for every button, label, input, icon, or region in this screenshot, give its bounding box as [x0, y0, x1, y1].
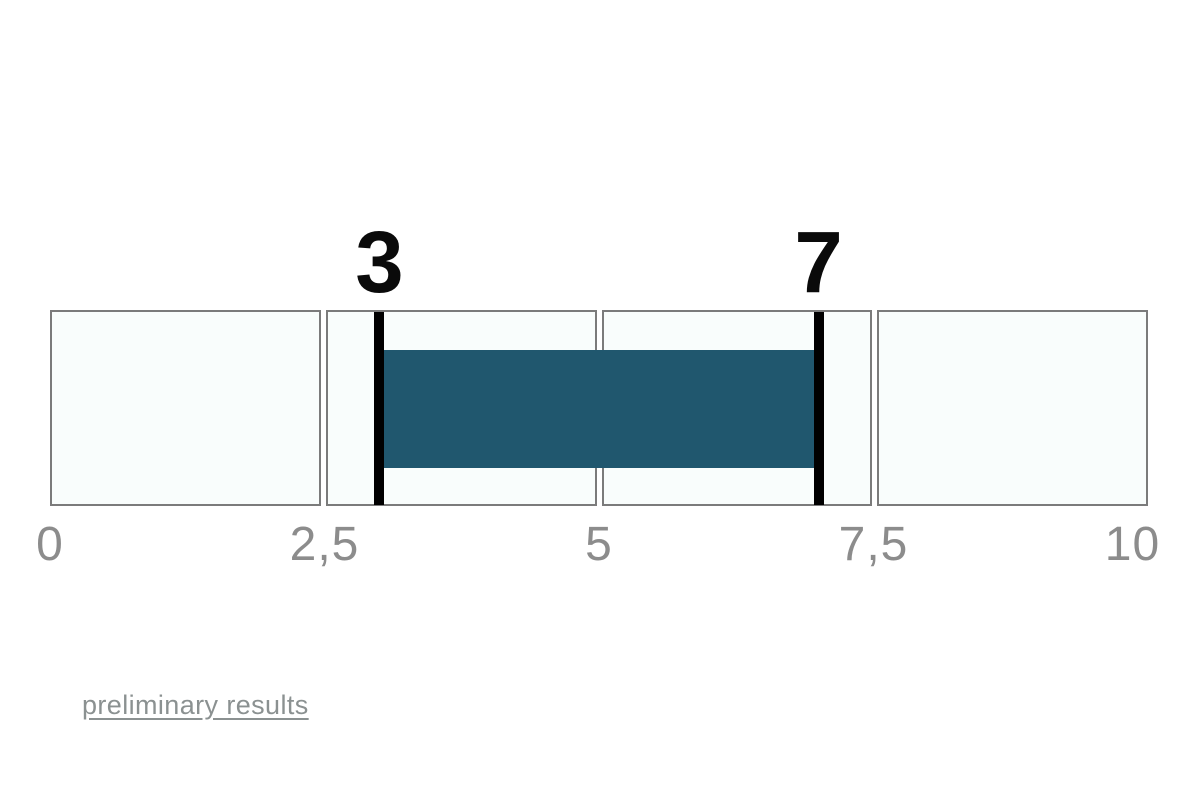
axis-tick-label-2-5: 2,5 — [289, 518, 360, 571]
preliminary-results-link[interactable]: preliminary results — [82, 690, 309, 720]
axis-tick-label-10: 10 — [1104, 518, 1161, 571]
range-value-labels: 3 7 — [50, 0, 1148, 306]
range-high-marker — [813, 312, 824, 505]
axis-tick-label-7-5: 7,5 — [838, 518, 909, 571]
axis-tick-label-0: 0 — [36, 518, 64, 571]
range-low-value-label: 3 — [355, 214, 404, 311]
range-low-marker — [374, 312, 385, 505]
axis-tick-labels: 0 2,5 5 7,5 10 — [36, 518, 1159, 591]
range-bar — [379, 350, 819, 468]
scale-track — [50, 310, 1148, 506]
range-high-value-label: 7 — [794, 214, 843, 311]
scale-segment-1 — [50, 310, 321, 506]
scale-segment-4 — [877, 310, 1148, 506]
axis-tick-label-5: 5 — [585, 518, 613, 571]
